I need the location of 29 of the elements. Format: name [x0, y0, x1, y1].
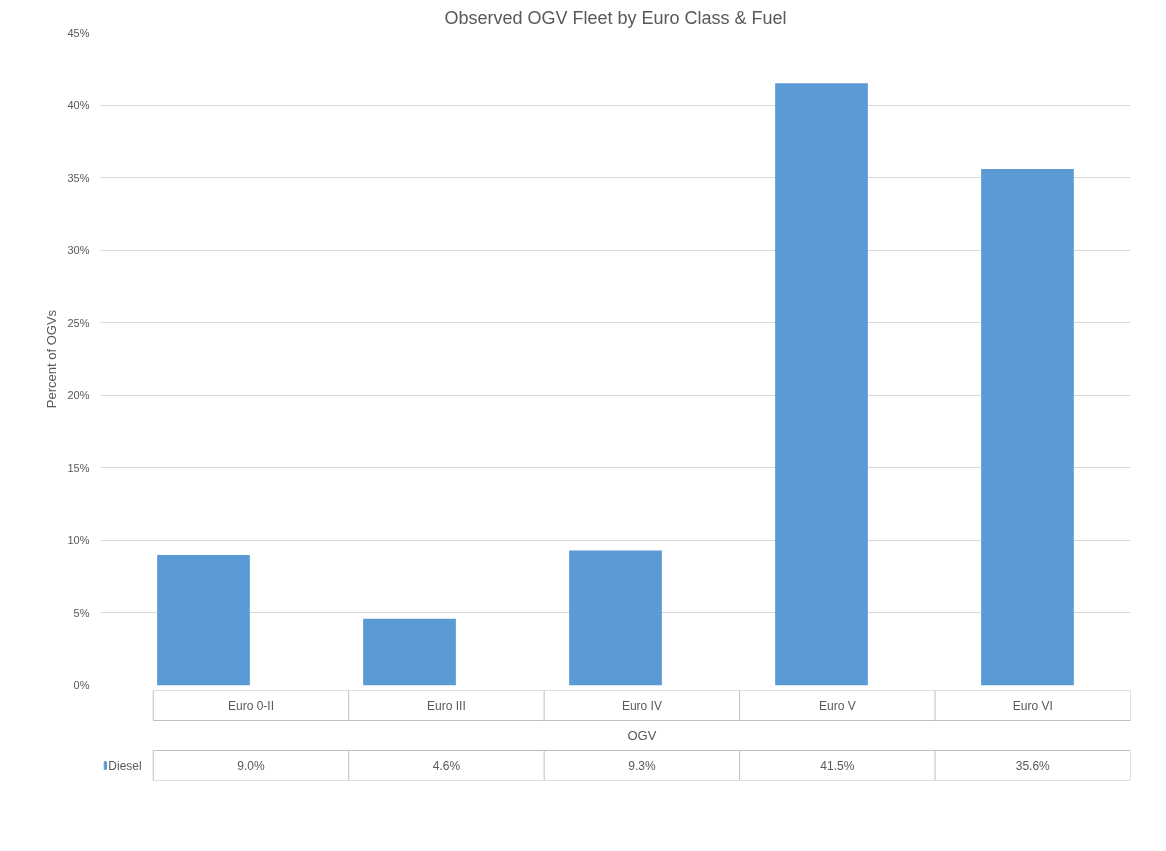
y-tick-label: 10% [67, 534, 90, 547]
y-tick-label: 15% [67, 461, 90, 474]
data-label: 9.3% [628, 758, 656, 773]
y-axis-title: Percent of OGVs [44, 309, 60, 409]
bar [569, 550, 662, 686]
bar [157, 554, 250, 686]
data-label: 41.5% [820, 758, 855, 773]
bar [775, 83, 868, 686]
data-label: 9.0% [237, 758, 265, 773]
x-tick-label: Euro III [427, 698, 466, 713]
x-tick-label: Euro V [818, 698, 856, 713]
chart-title: Observed OGV Fleet by Euro Class & Fuel [444, 7, 787, 28]
x-tick-label: Euro IV [621, 698, 662, 713]
data-label: 35.6% [1015, 758, 1051, 773]
y-tick-label: 0% [73, 678, 90, 691]
y-tick-label: 5% [73, 606, 90, 619]
y-tick-label: 45% [67, 26, 90, 39]
y-tick-label: 25% [67, 316, 90, 329]
y-tick-label: 20% [67, 389, 90, 402]
x-axis-title: OGV [627, 728, 657, 743]
bar [981, 168, 1074, 686]
bar [363, 618, 456, 686]
x-tick-label: Euro 0-II [227, 698, 275, 713]
y-tick-label: 35% [67, 171, 90, 184]
x-tick-label: Euro VI [1012, 698, 1053, 713]
data-label: 4.6% [432, 758, 461, 773]
legend-label: Diesel [108, 758, 142, 773]
y-tick-label: 30% [67, 244, 90, 257]
y-tick-label: 40% [67, 99, 90, 112]
